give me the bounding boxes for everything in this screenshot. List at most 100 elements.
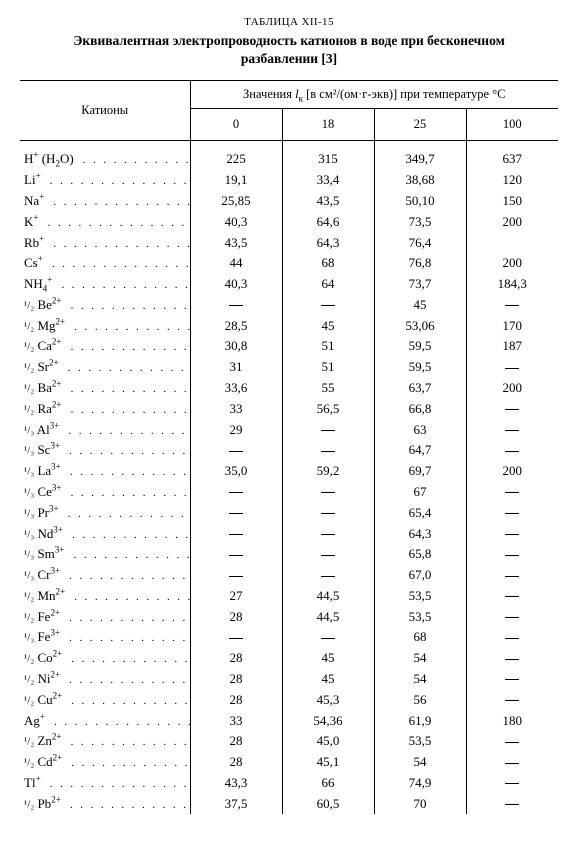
value-cell [466,772,558,793]
cation-formula: H+ (H2O) [24,151,74,166]
value-cell [282,419,374,440]
dash-icon [321,576,335,577]
value-cell: 51 [282,336,374,357]
value-cell: 55 [282,378,374,399]
value-cell: 60,5 [282,793,374,814]
value-cell: 45 [282,669,374,690]
value-cell: 45 [282,648,374,669]
hdr-pre: Значения [243,87,295,101]
leader-dots: . . . . . . . . . . . . . . . . [65,321,190,333]
table-row: ¹/₂ Fe2+ . . . . . . . . . . . . . . . .… [20,606,558,627]
value-cell: 65,8 [374,544,466,565]
table-row: Tl+ . . . . . . . . . . . . . . . .43,36… [20,772,558,793]
table-number: ТАБЛИЦА XII-15 [20,16,558,28]
leader-dots: . . . . . . . . . . . . . . . . [60,632,190,644]
table-body: H+ (H2O) . . . . . . . . . . . . . . . .… [20,141,558,814]
dash-icon [229,555,243,556]
value-cell [282,627,374,648]
cation-cell: ¹/₂ Ni2+ . . . . . . . . . . . . . . . . [20,669,190,690]
value-cell: 30,8 [190,336,282,357]
leader-dots: . . . . . . . . . . . . . . . . [61,404,190,416]
table-row: ¹/₂ Be2+ . . . . . . . . . . . . . . . .… [20,295,558,316]
value-cell [190,295,282,316]
cation-cell: ¹/₃ Al3+ . . . . . . . . . . . . . . . . [20,419,190,440]
value-cell: 28 [190,648,282,669]
value-cell: 28 [190,606,282,627]
leader-dots: . . . . . . . . . . . . . . . . [65,591,190,603]
table-row: ¹/₂ Ba2+ . . . . . . . . . . . . . . . .… [20,378,558,399]
value-cell: 67 [374,482,466,503]
leader-dots: . . . . . . . . . . . . . . . . [38,217,190,229]
value-cell: 63,7 [374,378,466,399]
leader-dots: . . . . . . . . . . . . . . . . [61,300,190,312]
table-row: ¹/₂ Ni2+ . . . . . . . . . . . . . . . .… [20,669,558,690]
value-cell: 73,7 [374,274,466,295]
table-row: NH4+ . . . . . . . . . . . . . . . .40,3… [20,274,558,295]
dash-icon [505,700,519,701]
cation-formula: ¹/₂ Ra2+ [24,401,61,416]
value-cell: 68 [374,627,466,648]
col-header-temp-18: 18 [282,109,374,141]
value-cell [466,793,558,814]
table-row: Na+ . . . . . . . . . . . . . . . .25,85… [20,191,558,212]
leader-dots: . . . . . . . . . . . . . . . . [61,736,190,748]
value-cell: 54 [374,752,466,773]
dash-icon [321,534,335,535]
value-cell [282,440,374,461]
leader-dots: . . . . . . . . . . . . . . . . [61,383,190,395]
value-cell [466,585,558,606]
table-row: ¹/₃ Sc3+ . . . . . . . . . . . . . . . .… [20,440,558,461]
leader-dots: . . . . . . . . . . . . . . . . [61,799,190,811]
value-cell [190,523,282,544]
dash-icon [505,783,519,784]
value-cell: 637 [466,141,558,170]
value-cell: 64,6 [282,211,374,232]
cation-cell: ¹/₂ Ba2+ . . . . . . . . . . . . . . . . [20,378,190,399]
dash-icon [229,305,243,306]
cation-formula: ¹/₂ Be2+ [24,297,61,312]
value-cell: 59,5 [374,357,466,378]
value-cell: 64,7 [374,440,466,461]
cation-cell: Na+ . . . . . . . . . . . . . . . . [20,191,190,212]
value-cell: 28 [190,669,282,690]
leader-dots: . . . . . . . . . . . . . . . . [60,674,190,686]
cation-formula: Cs+ [24,255,43,270]
dash-icon [321,451,335,452]
cation-formula: ¹/₃ Ce3+ [24,484,61,499]
dash-icon [321,305,335,306]
cation-formula: ¹/₃ La3+ [24,463,61,478]
dash-icon [505,659,519,660]
value-cell: 25,85 [190,191,282,212]
value-cell: 45 [282,315,374,336]
col-header-temp-25: 25 [374,109,466,141]
value-cell [466,731,558,752]
value-cell: 33 [190,710,282,731]
table-row: Li+ . . . . . . . . . . . . . . . .19,13… [20,170,558,191]
value-cell: 200 [466,378,558,399]
value-cell: 45,3 [282,689,374,710]
table-row: ¹/₂ Cd2+ . . . . . . . . . . . . . . . .… [20,752,558,773]
table-row: ¹/₂ Sr2+ . . . . . . . . . . . . . . . .… [20,357,558,378]
value-cell: 53,5 [374,731,466,752]
value-cell: 64,3 [374,523,466,544]
table-row: K+ . . . . . . . . . . . . . . . .40,364… [20,211,558,232]
cation-formula: ¹/₂ Cd2+ [24,754,62,769]
leader-dots: . . . . . . . . . . . . . . . . [62,757,190,769]
value-cell [466,482,558,503]
cation-cell: ¹/₃ La3+ . . . . . . . . . . . . . . . . [20,461,190,482]
value-cell: 187 [466,336,558,357]
cation-cell: ¹/₂ Co2+ . . . . . . . . . . . . . . . . [20,648,190,669]
leader-dots: . . . . . . . . . . . . . . . . [52,279,190,291]
cation-formula: ¹/₂ Pb2+ [24,796,61,811]
hdr-units: [в см²/(ом·г-экв)] при температуре °C [303,87,506,101]
value-cell: 28,5 [190,315,282,336]
value-cell: 51 [282,357,374,378]
value-cell: 67,0 [374,565,466,586]
value-cell [466,232,558,253]
value-cell: 45 [374,295,466,316]
cation-formula: Tl+ [24,775,41,790]
value-cell: 19,1 [190,170,282,191]
leader-dots: . . . . . . . . . . . . . . . . [59,508,190,520]
value-cell [190,565,282,586]
cation-formula: ¹/₂ Sr2+ [24,359,59,374]
